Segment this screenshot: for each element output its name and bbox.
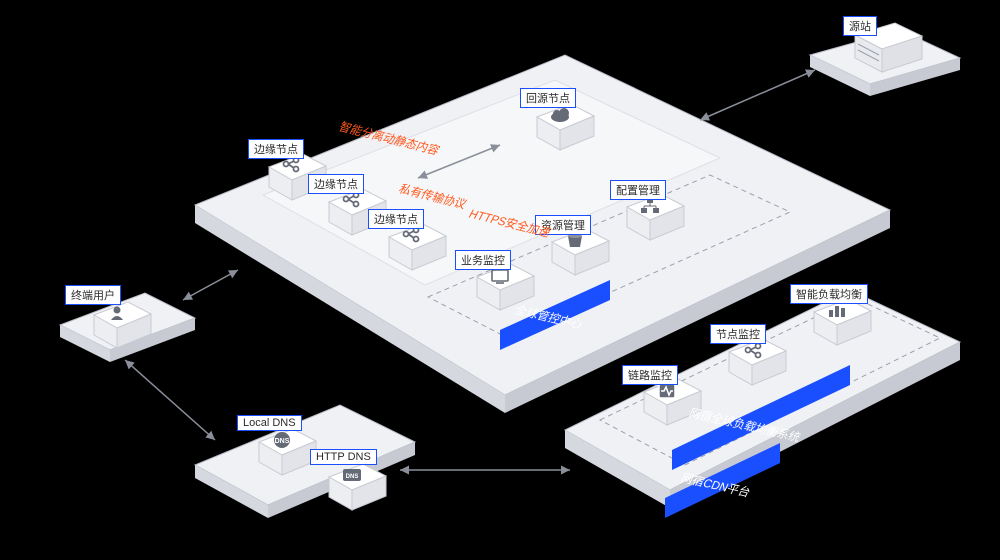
localdns-label: Local DNS (237, 415, 302, 431)
dns-badge-icon: DNS (343, 469, 361, 481)
back-origin-label: 回源节点 (520, 88, 576, 108)
smart-lb-label: 智能负载均衡 (790, 284, 868, 304)
node-monitor-label: 节点监控 (710, 324, 766, 344)
pulse-icon (659, 384, 675, 398)
architecture-diagram: DNS DNS (0, 0, 1000, 560)
cfg-mgmt-label: 配置管理 (610, 180, 666, 200)
origin-label: 源站 (843, 16, 877, 36)
svg-text:DNS: DNS (346, 474, 359, 480)
dns-globe-icon: DNS (274, 432, 290, 448)
link-monitor-label: 链路监控 (622, 365, 678, 385)
edge2-label: 边缘节点 (308, 174, 364, 194)
httpdns-label: HTTP DNS (310, 449, 377, 465)
origin-platform (810, 23, 960, 96)
svg-text:DNS: DNS (275, 438, 290, 445)
biz-monitor-label: 业务监控 (455, 250, 511, 270)
enduser-label: 终端用户 (65, 285, 121, 305)
edge3-label: 边缘节点 (368, 209, 424, 229)
bucket-icon (568, 234, 582, 247)
edge1-label: 边缘节点 (248, 139, 304, 159)
